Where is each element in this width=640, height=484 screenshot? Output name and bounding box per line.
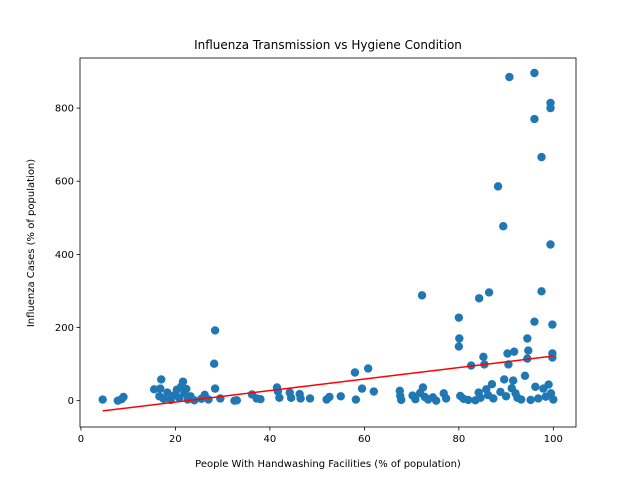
point: [464, 395, 473, 405]
point: [351, 395, 361, 404]
point: [336, 392, 345, 401]
point: [474, 294, 484, 303]
point: [484, 288, 494, 297]
fit-line: [102, 355, 554, 412]
point: [548, 353, 557, 362]
point: [530, 68, 539, 78]
point: [476, 393, 485, 402]
point: [509, 347, 519, 356]
chart-title: Influenza Transmission vs Hygiene Condit…: [194, 38, 462, 52]
x-axis-label: People With Handwashing Facilities (% of…: [195, 459, 461, 470]
point: [275, 393, 284, 402]
point: [296, 394, 305, 403]
point: [489, 394, 498, 403]
point: [455, 334, 464, 343]
point: [537, 287, 546, 296]
point: [182, 384, 191, 394]
plot-frame: [79, 57, 577, 428]
point: [537, 152, 546, 162]
point: [357, 384, 367, 393]
point: [520, 371, 530, 381]
point: [119, 392, 128, 402]
y-tick-label: 800: [55, 104, 74, 115]
point: [159, 394, 168, 404]
point: [209, 359, 219, 368]
point: [256, 395, 265, 404]
point: [546, 240, 555, 249]
point: [505, 72, 514, 82]
point: [417, 291, 427, 300]
point: [479, 352, 488, 361]
point: [549, 395, 558, 404]
point: [524, 346, 533, 355]
point: [523, 334, 532, 343]
point: [325, 392, 334, 402]
y-tick-label: 400: [55, 250, 74, 261]
point: [454, 342, 464, 351]
x-tick-label: 40: [264, 434, 277, 445]
y-tick-label: 200: [55, 323, 74, 334]
point: [178, 377, 188, 386]
point: [544, 380, 553, 389]
point: [530, 114, 539, 124]
point: [499, 222, 508, 231]
point: [517, 395, 526, 404]
point: [98, 395, 107, 404]
y-tick-label: 0: [68, 396, 74, 407]
point: [499, 375, 509, 384]
x-tick-label: 20: [169, 434, 182, 445]
point: [305, 394, 315, 403]
point: [496, 387, 505, 397]
point: [530, 317, 539, 326]
point: [286, 393, 296, 402]
x-tick-label: 60: [358, 434, 371, 445]
point: [526, 395, 535, 405]
point: [210, 326, 220, 335]
point: [548, 320, 557, 329]
point: [363, 364, 373, 373]
point: [546, 103, 555, 113]
point: [431, 396, 441, 405]
point: [350, 368, 360, 377]
point: [156, 384, 165, 393]
y-tick-label: 600: [55, 177, 74, 188]
point: [418, 383, 428, 392]
point: [534, 394, 543, 403]
point: [508, 376, 518, 385]
point: [397, 395, 406, 405]
point: [503, 349, 512, 358]
point: [149, 385, 159, 394]
y-axis-label: Influenza Cases (% of population): [26, 159, 37, 327]
point: [531, 382, 540, 391]
point: [369, 387, 379, 396]
point: [163, 388, 172, 397]
point: [487, 380, 497, 389]
point: [232, 396, 242, 405]
x-tick-label: 80: [452, 434, 465, 445]
point: [454, 313, 464, 322]
point: [411, 395, 420, 404]
point: [204, 395, 213, 404]
x-tick-label: 100: [544, 434, 563, 445]
point: [157, 375, 166, 384]
point: [441, 394, 451, 403]
point: [493, 182, 503, 191]
x-tick-label: 0: [78, 434, 84, 445]
point: [210, 384, 220, 393]
point: [501, 392, 511, 401]
